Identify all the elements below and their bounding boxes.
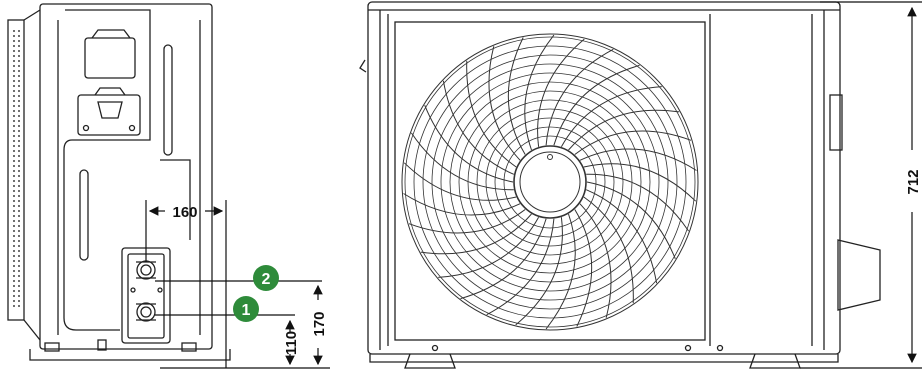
dimension-160-label: 160 <box>172 204 197 221</box>
front-view <box>359 1 881 369</box>
fan-grille-spoke <box>574 209 593 327</box>
fan-grille-spoke <box>560 86 662 148</box>
fan-hub <box>513 145 587 219</box>
fan-grille-ring <box>413 45 687 319</box>
dimension-712 <box>800 1 922 369</box>
fan-grille-spoke <box>486 218 555 316</box>
fan-grille-ring <box>458 90 642 274</box>
valve-cover <box>837 239 881 311</box>
side-handle-lower <box>77 94 141 136</box>
fan-grille <box>401 33 699 331</box>
fan-grille-spoke <box>424 105 514 183</box>
fan-grille-spoke <box>574 130 692 155</box>
side-handle-top <box>84 37 136 79</box>
fan-grille-ring <box>440 72 660 292</box>
side-slot-lower <box>79 169 89 261</box>
front-base <box>369 354 839 363</box>
fan-grille-spoke <box>524 34 555 151</box>
fan-grille-spoke <box>442 80 514 175</box>
fan-grille-spoke <box>583 163 697 202</box>
callout-1-badge: 1 <box>233 296 259 322</box>
fan-grille-spoke <box>583 196 634 304</box>
fan-grille-ring <box>503 135 597 229</box>
fan-grille-spoke <box>545 48 614 146</box>
fan-grille-ring <box>476 108 624 256</box>
fan-grille-spoke <box>579 203 612 318</box>
fan-grille-ring <box>485 117 615 247</box>
front-side-panel <box>829 94 843 151</box>
valve-1-port <box>136 302 156 322</box>
callout-leaders <box>155 280 330 369</box>
fan-grille-spoke <box>403 162 517 201</box>
fan-grille-spoke <box>586 181 676 259</box>
front-view-body <box>367 1 841 355</box>
side-slot-upper <box>163 44 173 156</box>
fan-grille-spoke <box>438 216 540 278</box>
fan-grille-spoke <box>408 209 526 234</box>
fan-grille-spoke <box>586 189 658 284</box>
fan-grille-spoke <box>466 60 517 168</box>
fan-grille-ring <box>449 81 651 283</box>
svg-text:2: 2 <box>262 271 271 288</box>
fan-grille-spoke <box>460 218 547 300</box>
fan-grille-spoke <box>553 64 640 146</box>
fan-grille-ring <box>422 54 678 310</box>
side-view-body <box>39 3 213 350</box>
fan-grille-spoke <box>537 38 585 147</box>
fan-grille-spoke <box>403 193 521 216</box>
fan-grille-spoke <box>410 132 514 191</box>
fan-grille-spoke <box>420 213 532 255</box>
side-view <box>7 3 231 361</box>
fan-grille-spoke <box>586 173 690 232</box>
fan-grille-ring <box>431 63 669 301</box>
side-base <box>29 349 231 361</box>
dimension-160 <box>145 200 227 368</box>
fan-grille-ring <box>404 36 696 328</box>
fan-grille-frame <box>394 21 706 341</box>
fan-outer-ring <box>401 33 699 331</box>
fan-grille-spoke <box>488 46 521 161</box>
dimension-170-label: 170 <box>311 311 328 336</box>
valve-2-port <box>136 260 156 280</box>
dimension-110-label: 110 <box>283 331 300 355</box>
fan-grille-spoke <box>515 217 563 326</box>
side-fin-strip <box>7 19 25 321</box>
svg-text:1: 1 <box>242 302 251 319</box>
fan-grille-spoke <box>507 37 526 155</box>
callout-2-badge: 2 <box>253 265 279 291</box>
fan-grille-spoke <box>568 109 680 151</box>
fan-grille-ring <box>494 126 606 238</box>
dimension-712-label: 712 <box>905 169 922 194</box>
fan-grille-spoke <box>545 213 576 330</box>
fan-grille-spoke <box>579 148 697 171</box>
